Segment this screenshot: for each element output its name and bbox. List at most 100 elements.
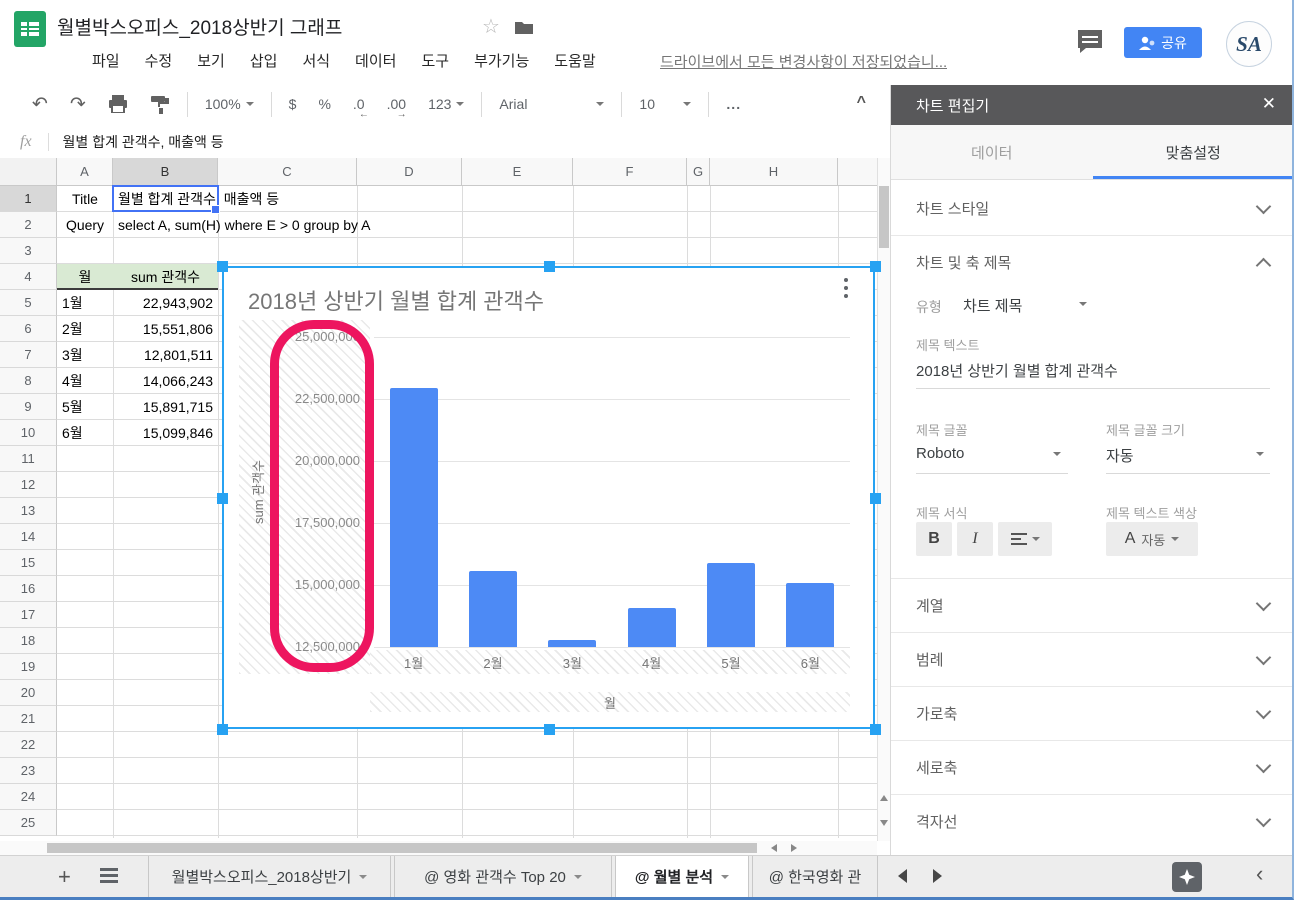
chart-selection-handle[interactable] (870, 261, 881, 272)
vertical-scrollbar-thumb[interactable] (879, 186, 889, 248)
close-icon[interactable]: ✕ (1261, 94, 1276, 113)
horizontal-scrollbar-thumb[interactable] (47, 843, 757, 853)
row-header-17[interactable]: 17 (0, 602, 57, 628)
selected-cell-outline[interactable] (112, 185, 219, 212)
tab-data[interactable]: 데이터 (971, 144, 1013, 162)
sheet-tab-3[interactable]: @ 한국영화 관 (752, 856, 878, 897)
row-header-8[interactable]: 8 (0, 368, 57, 394)
row-header-15[interactable]: 15 (0, 550, 57, 576)
redo-button[interactable]: ↷ (69, 93, 86, 115)
menu-item-6[interactable]: 도구 (421, 53, 450, 70)
zoom-select[interactable]: 100% (205, 96, 254, 112)
number-format-menu[interactable]: 123 (428, 96, 465, 112)
section-4[interactable]: 격자선 (891, 794, 1292, 848)
chart-bar-5월[interactable] (707, 562, 755, 647)
row-header-2[interactable]: 2 (0, 212, 57, 238)
table-row-month-1[interactable]: 1월 (62, 295, 83, 311)
row-header-3[interactable]: 3 (0, 238, 57, 264)
sheet-tab-2[interactable]: @ 월별 분석 (615, 856, 749, 897)
row-header-6[interactable]: 6 (0, 316, 57, 342)
tab-customize[interactable]: 맞춤설정 (1165, 144, 1221, 162)
text-color-button[interactable]: A 자동 (1106, 522, 1198, 556)
row-header-7[interactable]: 7 (0, 342, 57, 368)
share-button[interactable]: 공유 (1124, 27, 1202, 58)
table-row-value-2[interactable]: 15,551,806 (142, 321, 213, 337)
row-header-13[interactable]: 13 (0, 498, 57, 524)
increase-decimal-button[interactable]: .00 → (387, 96, 407, 120)
align-button[interactable] (998, 522, 1052, 556)
title-type-select[interactable]: 차트 제목 (963, 298, 1023, 315)
column-header-D[interactable]: D (357, 158, 462, 186)
section-1[interactable]: 범례 (891, 632, 1292, 686)
cell-a2[interactable]: Query (65, 217, 105, 233)
chart-selection-handle[interactable] (543, 261, 555, 272)
embedded-chart[interactable]: 2018년 상반기 월별 합계 관객수 월 sum 관객수 25,000,000… (222, 266, 875, 729)
row-header-22[interactable]: 22 (0, 732, 57, 758)
select-all-corner[interactable] (0, 158, 57, 186)
column-header-H[interactable]: H (710, 158, 838, 186)
star-icon[interactable]: ☆ (482, 16, 500, 38)
more-toolbar-button[interactable]: ... (726, 96, 742, 112)
formula-bar-value[interactable]: 월별 합계 관객수, 매출액 등 (62, 134, 224, 150)
row-header-4[interactable]: 4 (0, 264, 57, 290)
column-header-A[interactable]: A (57, 158, 113, 186)
chart-menu-icon[interactable] (844, 278, 848, 298)
scroll-up-icon[interactable] (880, 795, 888, 801)
cell-b2[interactable]: select A, sum(H) where E > 0 group by A (118, 217, 371, 233)
menu-item-2[interactable]: 보기 (197, 53, 225, 70)
chart-bar-3월[interactable] (548, 639, 597, 647)
chart-selection-handle[interactable] (870, 724, 881, 735)
table-row-value-3[interactable]: 12,801,511 (143, 347, 213, 363)
table-header-sum[interactable]: sum 관객수 (113, 264, 218, 290)
chart-bar-6월[interactable] (786, 582, 835, 647)
font-size-select[interactable]: 10 (639, 96, 692, 112)
chart-selection-handle[interactable] (217, 261, 228, 272)
column-header-B[interactable]: B (113, 158, 218, 186)
row-header-5[interactable]: 5 (0, 290, 57, 316)
italic-button[interactable]: I (957, 522, 993, 556)
row-header-12[interactable]: 12 (0, 472, 57, 498)
move-folder-icon[interactable] (514, 19, 534, 35)
column-header-G[interactable]: G (687, 158, 710, 186)
column-header-C[interactable]: C (218, 158, 357, 186)
table-row-value-6[interactable]: 15,099,846 (142, 425, 213, 441)
undo-button[interactable]: ↶ (32, 93, 48, 115)
bold-button[interactable]: B (916, 522, 952, 556)
row-header-18[interactable]: 18 (0, 628, 57, 654)
chart-bar-2월[interactable] (469, 571, 517, 647)
row-header-9[interactable]: 9 (0, 394, 57, 420)
chart-selection-handle[interactable] (543, 724, 555, 735)
sheet-tab-1[interactable]: @ 영화 관객수 Top 20 (394, 856, 612, 897)
section-3[interactable]: 세로축 (891, 740, 1292, 794)
section-2[interactable]: 가로축 (891, 686, 1292, 740)
menu-item-5[interactable]: 데이터 (355, 53, 397, 70)
menu-item-0[interactable]: 파일 (92, 53, 120, 70)
collapse-right-icon[interactable]: ‹ (1256, 861, 1264, 886)
section-0[interactable]: 계열 (891, 578, 1292, 632)
menu-item-1[interactable]: 수정 (144, 53, 173, 70)
column-header-F[interactable]: F (573, 158, 687, 186)
row-header-16[interactable]: 16 (0, 576, 57, 602)
scroll-right-icon[interactable] (791, 844, 797, 852)
scroll-down-icon[interactable] (880, 820, 888, 826)
row-header-11[interactable]: 11 (0, 446, 57, 472)
chart-selection-handle[interactable] (217, 724, 228, 735)
menu-item-3[interactable]: 삽입 (249, 53, 278, 70)
column-header-E[interactable]: E (462, 158, 573, 186)
comment-icon[interactable] (1076, 28, 1104, 54)
decrease-decimal-button[interactable]: .0 ← (353, 96, 369, 120)
chart-selection-handle[interactable] (217, 492, 228, 504)
row-header-23[interactable]: 23 (0, 758, 57, 784)
section-chart-axis-titles[interactable]: 차트 및 축 제목 (891, 235, 1292, 289)
column-header-partial[interactable] (838, 158, 878, 186)
table-row-value-5[interactable]: 15,891,715 (142, 399, 213, 415)
scroll-left-icon[interactable] (771, 844, 777, 852)
cell-b1-text[interactable]: 월별 합계 관객수, 매출액 등 (118, 191, 280, 207)
section-chart-style[interactable]: 차트 스타일 (891, 181, 1292, 235)
title-font-size-select[interactable]: 자동 (1106, 448, 1134, 465)
table-row-month-5[interactable]: 5월 (62, 399, 83, 415)
row-header-10[interactable]: 10 (0, 420, 57, 446)
fill-handle[interactable] (211, 205, 220, 214)
table-row-value-1[interactable]: 22,943,902 (142, 295, 213, 311)
explore-button[interactable] (1172, 862, 1202, 892)
